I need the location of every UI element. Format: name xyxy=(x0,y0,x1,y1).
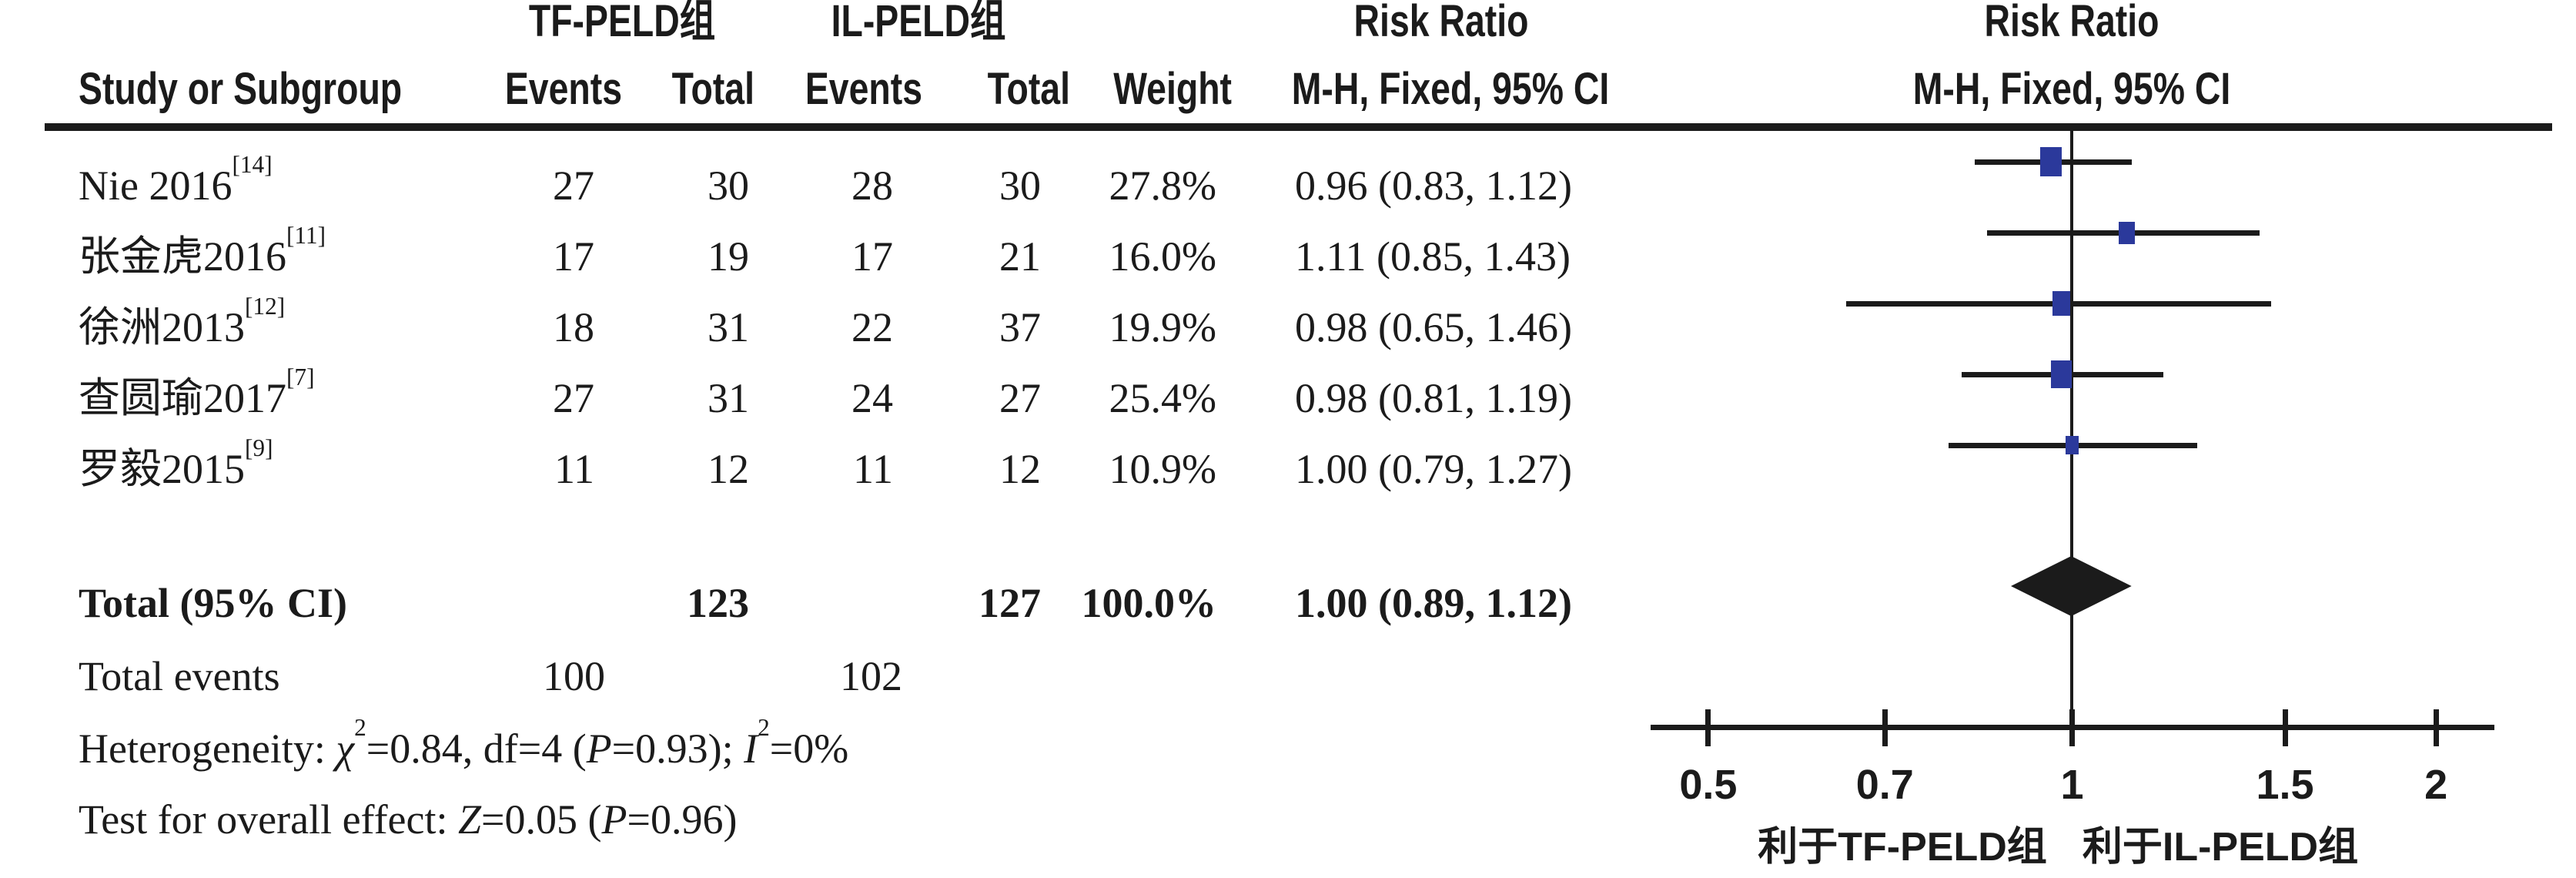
axis-tick-label: 0.5 xyxy=(1679,762,1738,808)
pooled-effect-diamond xyxy=(2011,556,2132,616)
il-events-cell: 17 xyxy=(851,233,893,280)
ci-text: 0.98 (0.65, 1.46) xyxy=(1295,304,1572,350)
il-events-cell: 28 xyxy=(851,163,893,209)
total-il-total: 127 xyxy=(979,580,1041,626)
favors-right-label: 利于IL-PELD组 xyxy=(2082,825,2359,870)
effect-marker xyxy=(2119,221,2136,244)
tf-total-cell: 19 xyxy=(708,233,749,280)
tf-events-cell: 27 xyxy=(553,375,594,421)
il-events-cell: 11 xyxy=(853,446,893,492)
axis-tick xyxy=(2069,709,2075,746)
axis-tick xyxy=(2433,709,2439,746)
il-events-cell: 24 xyxy=(851,375,893,421)
overall-effect-text: Test for overall effect: Z=0.05 (P=0.96) xyxy=(79,796,738,843)
tf-events-cell: 27 xyxy=(553,163,594,209)
effect-marker xyxy=(2052,290,2071,317)
tf-peld-group-header: TF-PELD组 xyxy=(528,0,716,46)
axis-tick-label: 1 xyxy=(2060,762,2084,808)
tf-events-column-header: Events xyxy=(504,64,622,114)
study-name: 徐洲2013[12] xyxy=(79,293,286,350)
axis-tick-label: 2 xyxy=(2424,762,2448,808)
il-peld-group-header: IL-PELD组 xyxy=(831,0,1006,46)
weight-cell: 16.0% xyxy=(1109,233,1216,280)
method-column-header-right: M-H, Fixed, 95% CI xyxy=(1912,64,2231,114)
study-column-header: Study or Subgroup xyxy=(79,64,403,114)
tf-events-cell: 17 xyxy=(553,233,594,280)
total-tf-events: 100 xyxy=(543,653,605,699)
ci-text: 0.98 (0.81, 1.19) xyxy=(1295,375,1572,421)
axis-tick xyxy=(1705,709,1711,746)
weight-cell: 19.9% xyxy=(1109,304,1216,350)
total-events-label: Total events xyxy=(79,653,280,699)
axis-tick-label: 1.5 xyxy=(2256,762,2314,808)
il-total-cell: 27 xyxy=(999,375,1041,421)
favors-left-label: 利于TF-PELD组 xyxy=(1758,825,2047,870)
study-name: 罗毅2015[9] xyxy=(79,434,273,492)
ci-text: 0.96 (0.83, 1.12) xyxy=(1295,163,1572,209)
total-row-label: Total (95% CI) xyxy=(79,580,348,626)
il-events-cell: 22 xyxy=(851,304,893,350)
study-name: Nie 2016[14] xyxy=(79,151,273,209)
il-total-cell: 30 xyxy=(999,163,1041,209)
tf-total-cell: 31 xyxy=(708,304,749,350)
study-name: 张金虎2016[11] xyxy=(79,222,326,280)
study-name: 查圆瑜2017[7] xyxy=(79,364,315,421)
risk-ratio-header-right: Risk Ratio xyxy=(1984,0,2159,46)
effect-marker xyxy=(2065,436,2079,454)
tf-total-cell: 31 xyxy=(708,375,749,421)
ci-text: 1.00 (0.79, 1.27) xyxy=(1295,446,1572,492)
tf-total-column-header: Total xyxy=(671,64,754,114)
il-total-column-header: Total xyxy=(987,64,1070,114)
no-effect-line xyxy=(2070,131,2073,728)
weight-cell: 27.8% xyxy=(1109,163,1216,209)
axis-tick xyxy=(2282,709,2288,746)
tf-total-cell: 30 xyxy=(708,163,749,209)
effect-marker xyxy=(2039,146,2062,177)
il-total-cell: 12 xyxy=(999,446,1041,492)
total-weight: 100.0% xyxy=(1081,580,1217,626)
method-column-header-left: M-H, Fixed, 95% CI xyxy=(1291,64,1610,114)
ci-text: 1.11 (0.85, 1.43) xyxy=(1295,233,1571,280)
weight-cell: 25.4% xyxy=(1109,375,1216,421)
il-total-cell: 21 xyxy=(999,233,1041,280)
heterogeneity-text: Heterogeneity: χ2=0.84, df=4 (P=0.93); I… xyxy=(79,714,849,772)
tf-total-cell: 12 xyxy=(708,446,749,492)
weight-cell: 10.9% xyxy=(1109,446,1216,492)
header-separator-line xyxy=(45,123,2552,131)
il-total-cell: 37 xyxy=(999,304,1041,350)
axis-tick-label: 0.7 xyxy=(1855,762,1914,808)
weight-column-header: Weight xyxy=(1113,64,1232,114)
effect-marker xyxy=(2051,360,2073,389)
tf-events-cell: 18 xyxy=(553,304,594,350)
axis-tick xyxy=(1882,709,1888,746)
total-ci-text: 1.00 (0.89, 1.12) xyxy=(1295,580,1572,626)
risk-ratio-header-left: Risk Ratio xyxy=(1353,0,1529,46)
total-il-events: 102 xyxy=(840,653,902,699)
il-events-column-header: Events xyxy=(805,64,922,114)
total-tf-total: 123 xyxy=(687,580,749,626)
tf-events-cell: 11 xyxy=(554,446,594,492)
